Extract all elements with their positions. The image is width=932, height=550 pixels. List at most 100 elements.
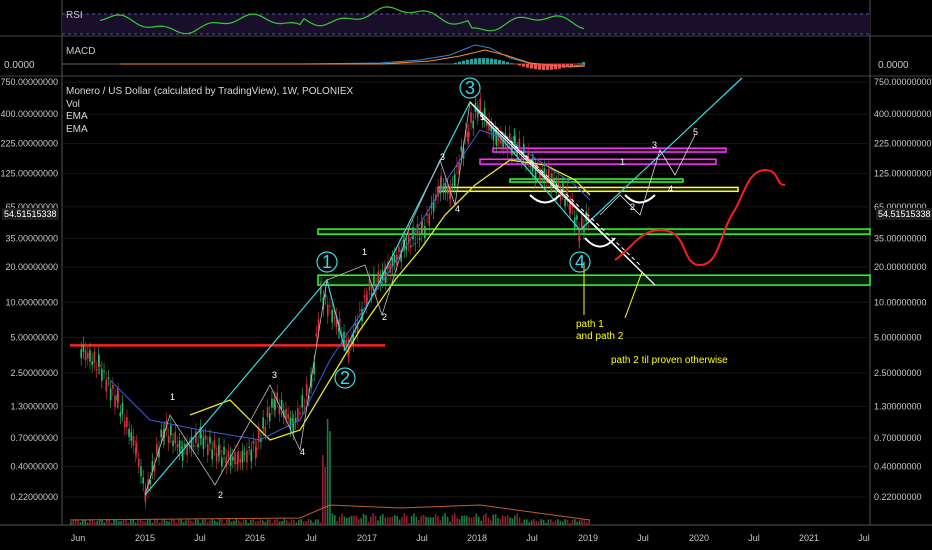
candle-body (172, 440, 174, 447)
volume-bar (533, 519, 535, 525)
candle-body (128, 428, 130, 437)
volume-bar (391, 516, 394, 525)
legend-ema-2[interactable]: EMA (66, 123, 88, 135)
volume-bar (562, 521, 564, 525)
candle-body (580, 216, 583, 228)
volume-bar (202, 519, 204, 525)
candle-body (414, 243, 417, 245)
candle-body (506, 142, 509, 152)
price-axis[interactable]: 750.00000000 750.00000000 400.00000000 400.… (0, 77, 931, 502)
candle-body (217, 445, 220, 456)
volume-bar (187, 519, 190, 525)
legend-ema-1[interactable]: EMA (66, 111, 88, 122)
candle-body (428, 213, 431, 226)
rsi-pane[interactable] (62, 6, 870, 35)
volume-bar (214, 520, 216, 525)
candle-body (197, 443, 199, 448)
volume-bar (288, 522, 290, 525)
volume-bar (559, 520, 562, 525)
candle-body (548, 168, 550, 180)
volume-bar (137, 520, 139, 525)
candle-body (508, 133, 511, 141)
candle-body (89, 350, 91, 362)
volume-bar (216, 521, 218, 525)
candle-body (442, 185, 445, 193)
time-axis[interactable]: Jun 2015 Jul 2016 Jul 2017 Jul 2018 Jul 2019 Jul 20… (71, 533, 870, 543)
volume-bar (139, 519, 142, 525)
volume-bar (439, 520, 442, 525)
volume-bar (242, 519, 245, 525)
volume-bar (542, 519, 545, 525)
volume-bar (158, 522, 161, 525)
candle-body (255, 448, 258, 450)
wave-label-major: 2 (340, 368, 350, 388)
candle-body (167, 435, 170, 444)
volume-bar (317, 519, 319, 525)
symbol-title[interactable]: Monero / US Dollar (calculated by Tradin… (66, 86, 354, 97)
candle-body (158, 448, 160, 458)
current-price-left: 54.51515338 (2, 208, 59, 220)
macd-hist-bar (490, 58, 493, 64)
candle-body (350, 338, 352, 344)
candle-body (241, 450, 244, 463)
arc-3 (624, 194, 656, 204)
macd-hist-bar (506, 61, 509, 64)
wave-label-minor: 1 (480, 112, 485, 122)
macd-pane[interactable] (62, 44, 586, 70)
candle-body (301, 395, 304, 408)
volume-bar (161, 520, 163, 525)
candle-body (181, 447, 183, 449)
candle-body (285, 408, 287, 420)
macd-hist-bar (526, 64, 529, 68)
candle-body (229, 454, 232, 466)
candle-body (313, 361, 315, 375)
candle-body (93, 351, 96, 364)
candle-body (456, 164, 458, 168)
volume-bar (77, 520, 79, 525)
y-tick-label-left: 35.00000000 (5, 233, 58, 243)
candle-body (451, 183, 454, 185)
volume-bar (211, 519, 214, 525)
candle-body (477, 112, 479, 114)
legend-vol[interactable]: Vol (66, 98, 80, 110)
volume-bar (490, 520, 492, 525)
volume-bar (382, 514, 384, 525)
volume-bar (341, 513, 343, 525)
macd-hist-bar (542, 64, 545, 70)
volume-bar (98, 519, 101, 525)
projection-line (579, 77, 743, 231)
volume-bar (185, 520, 187, 525)
candle-body (250, 449, 253, 462)
volume-bar (384, 517, 386, 525)
candle-body (95, 369, 98, 371)
volume-bar (209, 520, 211, 525)
candle-body (278, 405, 281, 415)
candle-body (140, 466, 142, 477)
volume-bar (120, 521, 122, 525)
chart-legend[interactable]: Monero / US Dollar (calculated by Tradin… (66, 86, 353, 136)
y-tick-label-right: 0.40000000 (874, 461, 922, 471)
arc-2 (584, 237, 616, 248)
candle-body (520, 156, 523, 161)
candle-body (311, 379, 313, 381)
volume-bar (226, 519, 228, 525)
volume-bar (247, 522, 250, 525)
candle-body (539, 168, 541, 181)
y-tick-label-right: 2.50000000 (874, 368, 922, 378)
candle-body (190, 436, 193, 449)
candle-body (149, 479, 151, 485)
candle-body (82, 344, 85, 352)
volume-bar (250, 519, 252, 525)
volume-bar (374, 515, 377, 525)
x-tick-label: Jul (194, 533, 206, 543)
candle-body (337, 327, 340, 332)
candle-body (407, 232, 410, 245)
candle-body (112, 385, 114, 389)
volume-bar (588, 519, 590, 525)
candle-body (492, 130, 495, 141)
candle-body (418, 238, 421, 240)
volume-bar (218, 519, 221, 525)
candle-body (573, 217, 576, 229)
candle-body (266, 407, 269, 418)
